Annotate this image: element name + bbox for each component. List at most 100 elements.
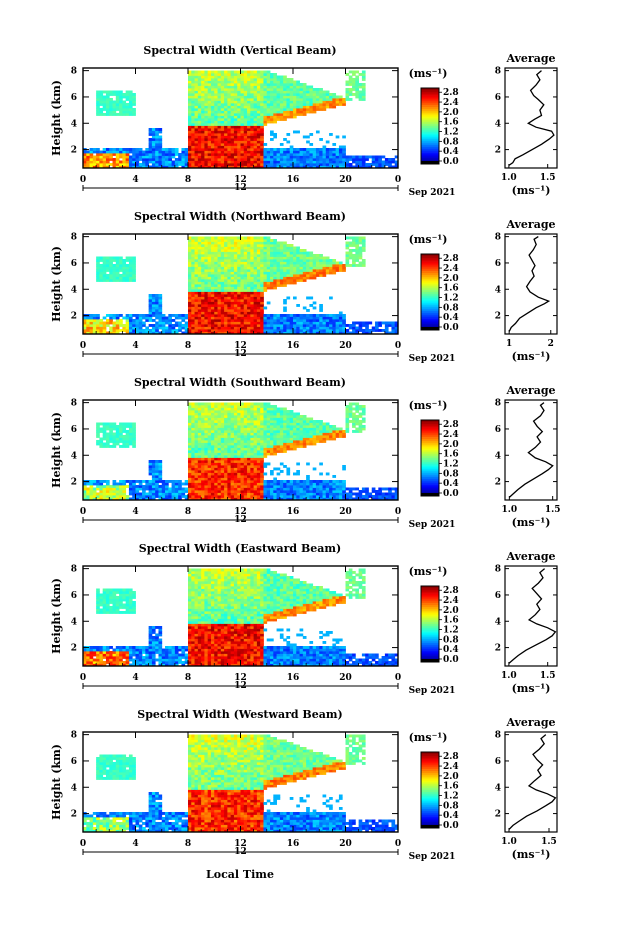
heatmap-cell xyxy=(263,158,268,161)
heatmap-cell xyxy=(270,266,274,270)
heatmap-cell xyxy=(263,150,268,154)
heatmap-cell xyxy=(315,319,320,322)
heatmap-cell xyxy=(197,445,202,448)
heatmap-cell xyxy=(188,75,192,79)
heatmap-cell xyxy=(112,425,117,428)
heatmap-cell xyxy=(174,321,179,325)
colorbar-swatch xyxy=(421,133,439,136)
heatmap-cell xyxy=(289,153,294,156)
heatmap-cell xyxy=(286,133,291,136)
heatmap-cell xyxy=(355,249,360,252)
heatmap-cell xyxy=(279,284,284,287)
heatmap-cell xyxy=(191,249,195,252)
heatmap-cell xyxy=(165,487,169,491)
heatmap-cell xyxy=(161,314,166,317)
heatmap-cell xyxy=(109,495,113,498)
heatmap-cell xyxy=(128,266,133,270)
heatmap-cell xyxy=(191,316,195,320)
heatmap-cell xyxy=(171,165,176,169)
heatmap-cell xyxy=(155,309,159,312)
heatmap-cell xyxy=(181,487,186,491)
heatmap-cell xyxy=(109,425,113,428)
heatmap-cell xyxy=(270,321,274,325)
heatmap-cell xyxy=(220,321,225,325)
heatmap-cell xyxy=(204,331,209,335)
heatmap-cell xyxy=(207,251,212,255)
heatmap-cell xyxy=(112,487,117,491)
heatmap-cell xyxy=(142,314,146,317)
heatmap-cell xyxy=(230,251,235,255)
heatmap-cell xyxy=(276,331,281,335)
y-tick-label: 8 xyxy=(71,67,77,77)
heatmap-cell xyxy=(207,284,212,287)
heatmap-cell xyxy=(188,110,192,114)
heatmap-cell xyxy=(250,133,255,136)
heatmap-cell xyxy=(306,261,310,265)
heatmap-cell xyxy=(132,487,136,491)
heatmap-cell xyxy=(201,296,205,300)
heatmap-cell xyxy=(286,108,291,111)
heatmap-cell xyxy=(210,432,215,436)
heatmap-cell xyxy=(299,256,304,260)
heatmap-cell xyxy=(358,251,363,255)
heatmap-cell xyxy=(191,442,195,446)
heatmap-cell xyxy=(115,485,120,488)
heatmap-cell xyxy=(279,155,284,159)
heatmap-cell xyxy=(109,163,113,166)
heatmap-cell xyxy=(109,487,113,491)
heatmap-cell xyxy=(358,261,363,265)
heatmap-cell xyxy=(352,244,356,247)
heatmap-cell xyxy=(256,311,261,315)
heatmap-cell xyxy=(283,105,287,109)
heatmap-cell xyxy=(243,83,248,86)
heatmap-cell xyxy=(188,241,192,245)
heatmap-cell xyxy=(102,271,107,275)
heatmap-cell xyxy=(270,80,274,84)
heatmap-cell xyxy=(227,296,232,300)
heatmap-cell xyxy=(197,472,202,476)
heatmap-cell xyxy=(191,462,195,466)
heatmap-cell xyxy=(92,482,97,486)
heatmap-cell xyxy=(128,148,133,151)
heatmap-cell xyxy=(342,153,346,156)
heatmap-cell xyxy=(279,88,284,91)
heatmap-cell xyxy=(217,249,222,252)
heatmap-cell xyxy=(253,241,258,245)
heatmap-cell xyxy=(276,246,281,250)
heatmap-cell xyxy=(247,304,251,307)
heatmap-cell xyxy=(227,445,232,448)
heatmap-cell xyxy=(306,329,310,332)
heatmap-cell xyxy=(237,321,241,325)
heatmap-cell xyxy=(335,95,340,99)
heatmap-cell xyxy=(315,88,320,91)
heatmap-cell xyxy=(204,73,209,76)
heatmap-cell xyxy=(138,482,143,486)
heatmap-cell xyxy=(348,249,353,252)
heatmap-cell xyxy=(332,266,337,270)
heatmap-cell xyxy=(217,430,222,433)
heatmap-cell xyxy=(188,304,192,307)
heatmap-cell xyxy=(188,462,192,466)
heatmap-cell xyxy=(368,329,373,332)
heatmap-cell xyxy=(217,485,222,488)
heatmap-cell xyxy=(361,165,366,169)
heatmap-cell xyxy=(250,309,255,312)
heatmap-cell xyxy=(194,148,199,151)
heatmap-cell xyxy=(227,98,232,101)
heatmap-cell xyxy=(293,254,297,257)
heatmap-cell xyxy=(191,450,195,453)
heatmap-cell xyxy=(289,266,294,270)
heatmap-cell xyxy=(194,271,199,275)
heatmap-cell xyxy=(266,113,271,116)
heatmap-cell xyxy=(335,269,340,272)
heatmap-cell xyxy=(312,95,317,99)
heatmap-cell xyxy=(296,266,300,270)
heatmap-cell xyxy=(217,316,222,320)
heatmap-cell xyxy=(89,319,94,322)
heatmap-cell xyxy=(256,276,261,280)
heatmap-cell xyxy=(276,256,281,260)
heatmap-cell xyxy=(151,492,156,496)
heatmap-cell xyxy=(197,83,202,86)
x-tick-label: 20 xyxy=(339,341,352,351)
heatmap-cell xyxy=(188,254,192,257)
